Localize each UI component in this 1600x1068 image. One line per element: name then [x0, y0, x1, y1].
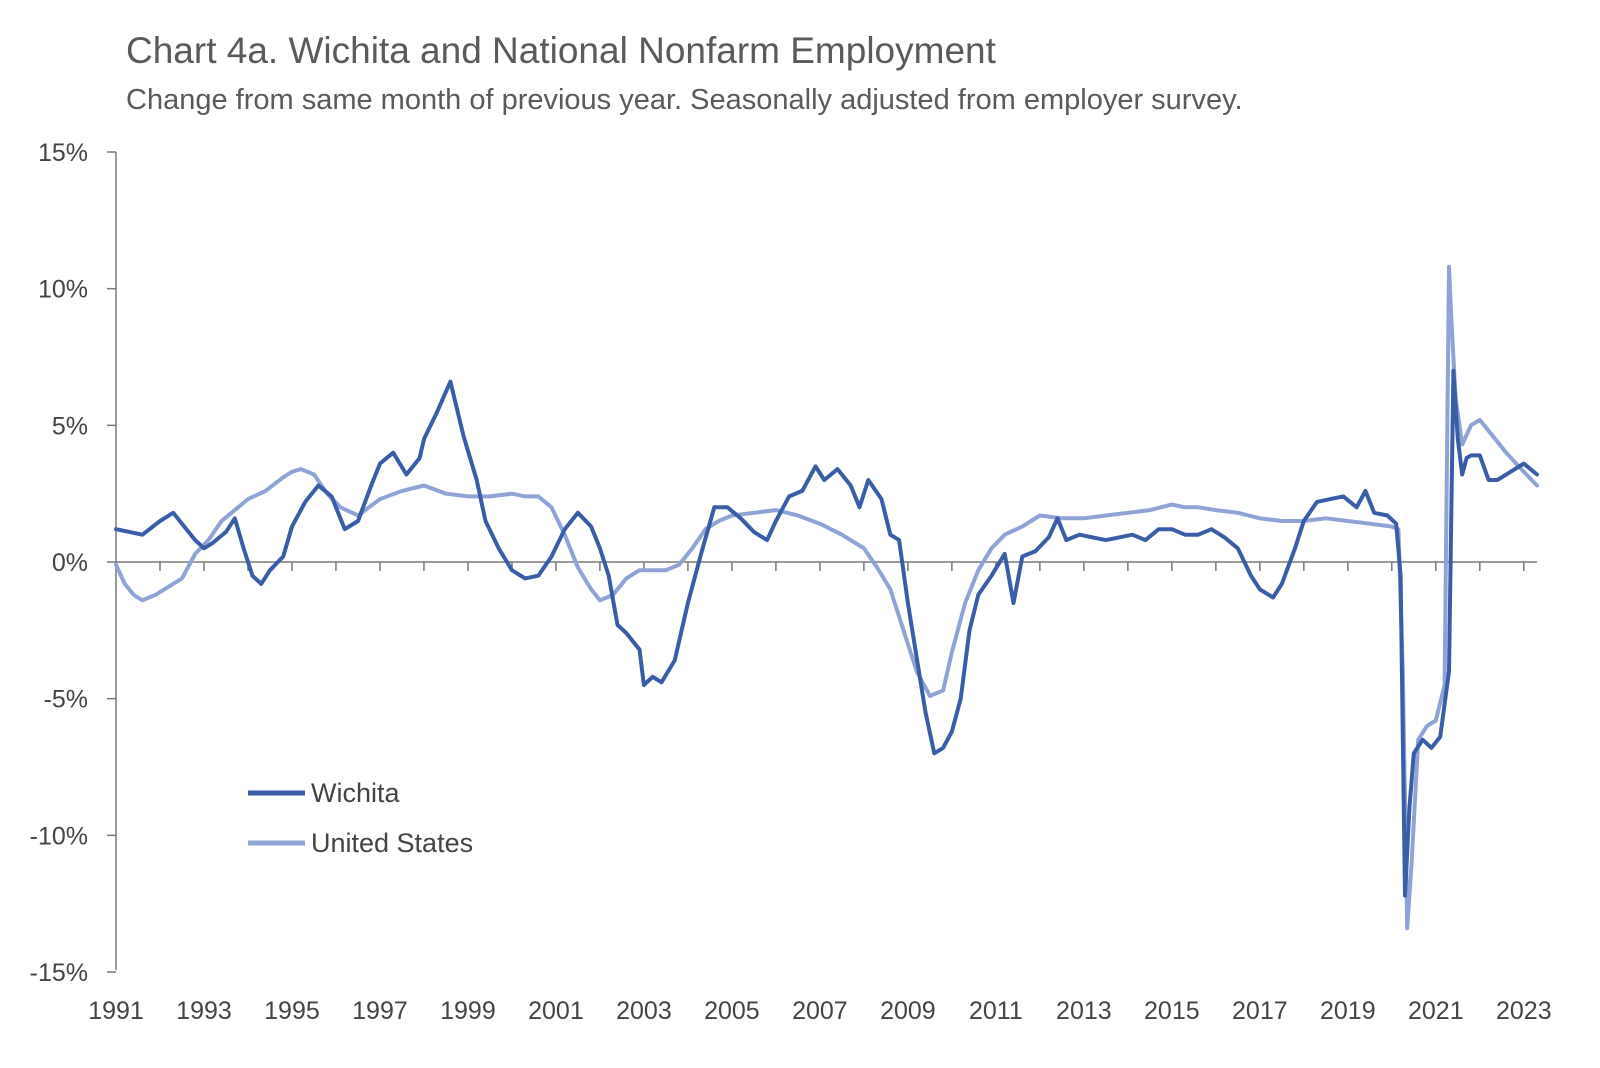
x-tick-label: 2015: [1144, 997, 1200, 1025]
x-tick-label: 2007: [792, 997, 848, 1025]
x-tick-label: 1993: [176, 997, 232, 1025]
x-tick-label: 1991: [88, 997, 144, 1025]
x-tick-label: 1999: [440, 997, 496, 1025]
x-tick-label: 2003: [616, 997, 672, 1025]
x-tick-label: 2011: [969, 997, 1023, 1025]
x-tick-label: 1995: [264, 997, 320, 1025]
x-tick-label: 1997: [352, 997, 408, 1025]
x-tick-label: 2013: [1056, 997, 1112, 1025]
y-tick-label: -15%: [30, 959, 88, 987]
legend-label-wichita: Wichita: [311, 778, 400, 808]
x-tick-label: 2005: [704, 997, 760, 1025]
y-tick-label: -10%: [30, 822, 88, 850]
x-tick-label: 2009: [880, 997, 936, 1025]
legend-label-united-states: United States: [311, 828, 473, 858]
y-tick-label: 0%: [52, 549, 88, 577]
chart-legend: Wichita United States: [248, 778, 473, 858]
chart-axes: 15% 10% 5% 0% -5% -10% -15%1991 1993 1995 1997 199…: [30, 139, 1552, 1025]
x-tick-label: 2001: [528, 997, 584, 1025]
y-tick-label: 15%: [38, 139, 88, 167]
x-tick-label: 2023: [1496, 997, 1552, 1025]
x-tick-label: 2017: [1232, 997, 1288, 1025]
x-tick-label: 2021: [1408, 997, 1464, 1025]
chart-subtitle: Change from same month of previous year.…: [126, 84, 1243, 116]
chart-title: Chart 4a. Wichita and National Nonfarm E…: [126, 30, 996, 71]
series-layer: [114, 264, 1539, 931]
x-tick-label: 2019: [1320, 997, 1376, 1025]
y-tick-label: 5%: [52, 412, 88, 440]
series-line-wichita: [114, 368, 1539, 898]
y-tick-label: -5%: [44, 686, 88, 714]
y-tick-label: 10%: [38, 276, 88, 304]
